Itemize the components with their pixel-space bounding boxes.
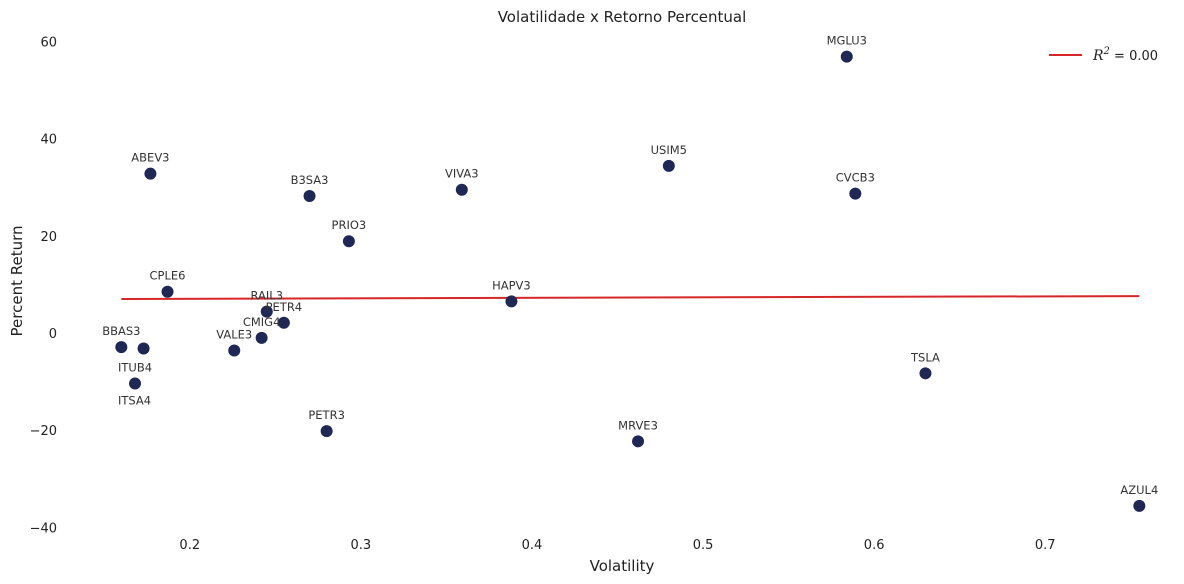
data-point [1133,499,1146,512]
chart-title: Volatilidade x Retorno Percentual [498,8,747,26]
data-point [840,50,853,63]
x-tick-label: 0.6 [864,538,885,553]
x-tick-label: 0.7 [1035,538,1056,553]
data-points [115,50,1146,512]
point-label: HAPV3 [492,278,531,292]
data-point [260,305,273,318]
x-axis-label: Volatility [590,557,655,575]
data-point [277,316,290,329]
point-label: CVCB3 [836,171,875,185]
y-tick-label: 60 [40,36,57,51]
trend-line [121,295,1140,300]
y-axis-ticks: −40 −20 0 20 40 60 [30,36,57,537]
data-point [137,342,150,355]
point-label: MRVE3 [618,418,658,432]
point-label: CPLE6 [150,269,186,283]
data-point [129,377,142,390]
point-label: AZUL4 [1120,483,1158,497]
point-label: CMIG4 [243,315,281,329]
data-point [849,187,862,200]
y-tick-label: 0 [49,327,57,342]
x-tick-label: 0.4 [522,538,543,553]
point-label: RAIL3 [251,289,284,303]
x-tick-label: 0.5 [693,538,714,553]
y-tick-label: −40 [30,521,57,536]
data-point [228,344,241,357]
point-label: ABEV3 [131,151,169,165]
data-point [919,367,932,380]
data-point [161,285,174,298]
point-label: PRIO3 [332,218,367,232]
legend: R2 = 0.00 [1049,46,1158,64]
point-label: PETR4 [266,300,303,314]
data-point [505,295,518,308]
point-label: USIM5 [651,143,687,157]
point-label: B3SA3 [291,173,329,187]
data-point [662,159,675,172]
data-point [255,331,268,344]
point-label: TSLA [910,350,940,364]
data-point [342,235,355,248]
point-label: MGLU3 [827,34,867,48]
data-point [144,167,157,180]
point-label: BBAS3 [102,324,140,338]
legend-label: R2 = 0.00 [1092,46,1158,64]
point-label: VALE3 [216,327,252,341]
x-tick-label: 0.2 [179,538,200,553]
data-point [115,341,128,354]
point-label: PETR3 [308,408,345,422]
data-point [455,183,468,196]
point-label: ITUB4 [118,361,152,375]
y-tick-label: −20 [30,424,57,439]
y-axis-label: Percent Return [8,226,26,337]
data-point [303,190,316,203]
y-tick-label: 20 [40,230,57,245]
x-tick-label: 0.3 [351,538,372,553]
point-labels: MGLU3 ABEV3 USIM5 VIVA3 B3SA3 CVCB3 PRIO3 CPLE6… [102,34,1158,497]
y-tick-label: 40 [40,133,57,148]
data-point [320,425,333,438]
data-point [632,435,645,448]
x-axis-ticks: 0.2 0.3 0.4 0.5 0.6 0.7 [179,538,1055,553]
point-label: VIVA3 [445,167,479,181]
point-label: ITSA4 [118,394,151,408]
